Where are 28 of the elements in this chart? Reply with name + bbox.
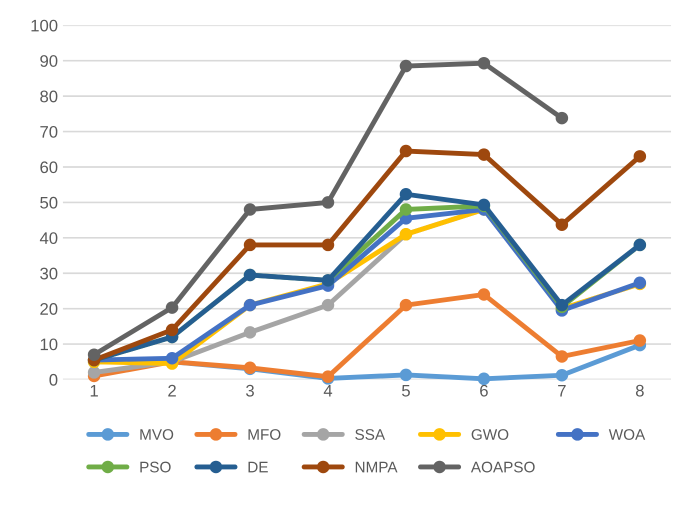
- y-tick-label: 70: [40, 126, 58, 138]
- x-tick-label: 3: [246, 384, 254, 397]
- y-tick-label: 50: [40, 196, 58, 209]
- y-tick-label: 100: [32, 20, 58, 32]
- x-tick-label: 1: [90, 384, 98, 396]
- legend-label: WOA: [608, 429, 646, 440]
- x-tick-label: 5: [402, 384, 410, 397]
- y-tick-label: 60: [40, 161, 58, 174]
- y-tick-label: 40: [40, 232, 58, 244]
- legend-label: SSA: [355, 429, 386, 440]
- legend-label: MVO: [140, 429, 174, 440]
- x-tick-label: 6: [480, 384, 488, 397]
- y-tick-label: 20: [40, 303, 58, 315]
- x-tick-label: 2: [168, 384, 176, 396]
- y-tick-label: 0: [49, 374, 58, 386]
- y-tick-label: 30: [40, 268, 58, 280]
- legend-label: NMPA: [356, 462, 398, 472]
- legend-label: AOAPSO: [470, 462, 535, 472]
- x-tick-label: 7: [558, 384, 566, 396]
- y-tick-label: 10: [40, 338, 58, 350]
- legend-label: DE: [248, 462, 268, 472]
- legend-label: PSO: [140, 462, 171, 472]
- x-tick-label: 4: [324, 384, 332, 396]
- y-tick-label: 90: [40, 55, 58, 67]
- legend-label: MFO: [248, 429, 280, 440]
- y-tick-label: 80: [40, 90, 58, 102]
- legend-label: GWO: [472, 429, 508, 440]
- x-tick-label: 8: [636, 384, 644, 397]
